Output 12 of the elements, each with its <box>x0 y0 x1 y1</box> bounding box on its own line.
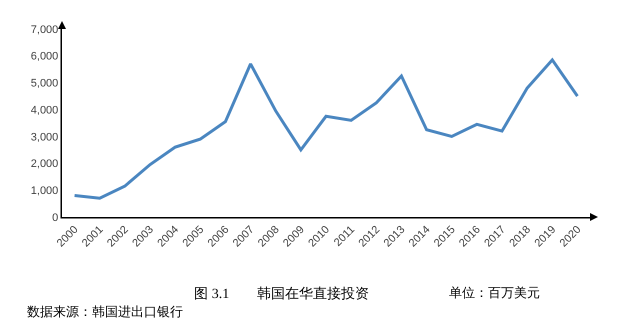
line-series <box>73 58 579 200</box>
y-tick-label: 4,000 <box>30 104 58 116</box>
y-tick-label: 1,000 <box>30 184 58 197</box>
y-tick-label: 5,000 <box>30 78 58 90</box>
y-tick-label: 2,000 <box>30 158 58 170</box>
y-tick-label: 7,000 <box>30 24 58 36</box>
text: 单位：百万美元 <box>449 285 540 300</box>
text: 图 3.1 韩国在华直接投资 <box>194 286 370 302</box>
y-tick-label: 0 <box>52 212 58 224</box>
source-note: 数据来源：韩国进出口银行 <box>27 304 183 319</box>
y-tick-label: 3,000 <box>30 131 58 144</box>
y-tick-label: 6,000 <box>30 50 58 63</box>
